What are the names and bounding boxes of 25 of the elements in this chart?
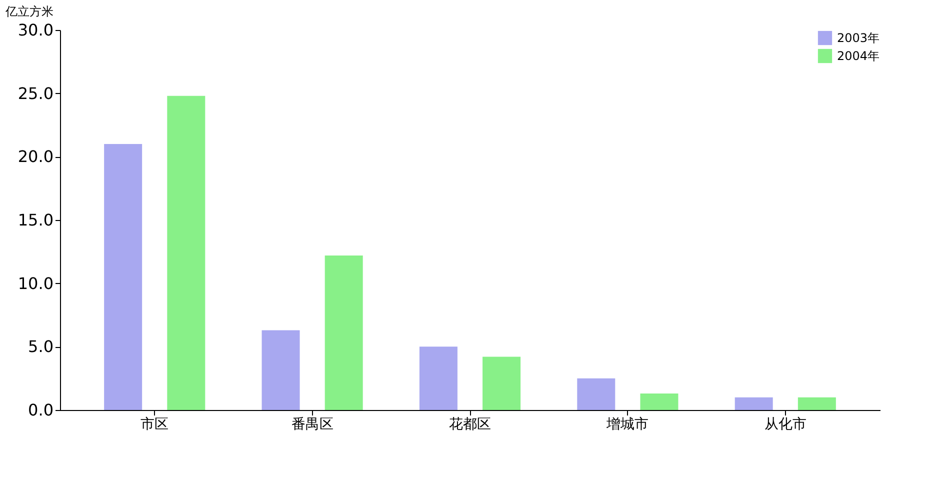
bar bbox=[577, 378, 616, 410]
bar bbox=[640, 394, 678, 410]
x-tick-label: 增城市 bbox=[606, 416, 649, 432]
legend-label: 2003年 bbox=[837, 31, 880, 45]
x-tick-label: 市区 bbox=[140, 416, 169, 432]
x-tick-label: 从化市 bbox=[764, 416, 806, 432]
bar bbox=[262, 330, 300, 410]
bar bbox=[482, 356, 521, 410]
x-tick-label: 番禺区 bbox=[291, 416, 334, 432]
y-tick-label: 30.0 bbox=[18, 20, 54, 40]
y-tick-label: 20.0 bbox=[18, 147, 54, 166]
y-tick-label: 5.0 bbox=[28, 337, 54, 356]
bar bbox=[419, 346, 458, 410]
y-tick-label: 0.0 bbox=[28, 400, 54, 420]
bar bbox=[798, 397, 836, 410]
bar bbox=[734, 397, 773, 410]
legend-label: 2004年 bbox=[837, 49, 880, 63]
bar bbox=[104, 144, 142, 410]
y-tick-label: 15.0 bbox=[18, 210, 54, 230]
y-axis-title: 亿立方米 bbox=[4, 4, 54, 18]
bar bbox=[324, 255, 363, 410]
x-tick-label: 花都区 bbox=[449, 416, 491, 432]
bar bbox=[167, 96, 206, 410]
y-tick-label: 25.0 bbox=[18, 84, 54, 103]
y-tick-label: 10.0 bbox=[18, 274, 54, 293]
